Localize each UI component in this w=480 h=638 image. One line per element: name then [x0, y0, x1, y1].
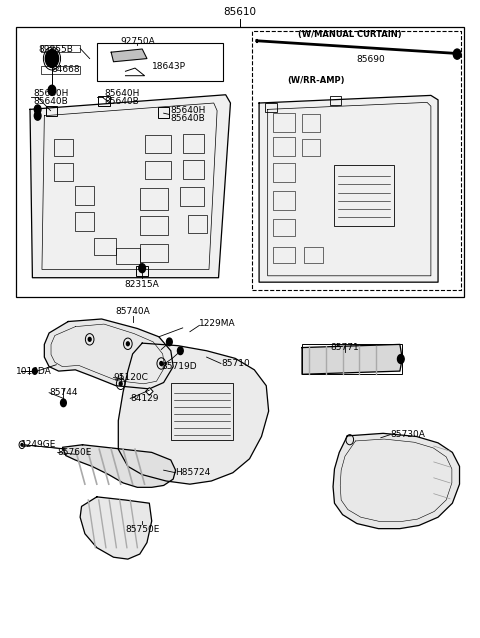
Bar [274, 191, 295, 210]
Text: 85640H: 85640H [104, 89, 139, 98]
Polygon shape [302, 345, 402, 375]
Text: 85640B: 85640B [104, 96, 139, 106]
Bar [144, 161, 171, 179]
Polygon shape [259, 96, 438, 282]
Bar [171, 383, 233, 440]
Polygon shape [118, 343, 269, 484]
Circle shape [453, 49, 461, 59]
Text: 85710: 85710 [221, 359, 250, 368]
Bar [46, 105, 57, 115]
Text: 85771: 85771 [331, 343, 360, 352]
Text: 85750E: 85750E [125, 526, 159, 535]
Text: 82315A: 82315A [125, 279, 159, 288]
Text: 85740A: 85740A [115, 307, 150, 316]
Text: 85640B: 85640B [34, 96, 69, 106]
Text: 85744: 85744 [49, 388, 78, 397]
Circle shape [34, 111, 41, 120]
Bar [54, 138, 73, 156]
Bar [75, 212, 95, 232]
Bar [95, 238, 116, 255]
Circle shape [34, 105, 41, 114]
Bar [144, 135, 171, 152]
Bar [335, 165, 394, 226]
Bar [274, 219, 295, 237]
Text: 18643P: 18643P [152, 63, 186, 71]
Circle shape [48, 85, 56, 96]
Bar [183, 160, 204, 179]
Text: 1249GE: 1249GE [21, 440, 56, 449]
Bar [140, 216, 168, 235]
Circle shape [33, 368, 37, 375]
Circle shape [139, 263, 145, 272]
Bar [97, 43, 223, 81]
Bar [98, 96, 110, 106]
Text: 1014DA: 1014DA [16, 367, 51, 376]
Polygon shape [30, 95, 230, 278]
Text: 85640H: 85640H [171, 106, 206, 115]
Bar [274, 163, 295, 182]
Bar [274, 246, 295, 263]
Bar [140, 244, 168, 262]
Text: 89855B: 89855B [39, 45, 74, 54]
Circle shape [167, 338, 172, 346]
Polygon shape [111, 49, 147, 62]
Bar [265, 103, 277, 112]
Text: 85760E: 85760E [58, 448, 92, 457]
Bar [302, 138, 320, 156]
Bar [188, 216, 206, 234]
Bar [54, 163, 73, 181]
Bar [330, 96, 341, 105]
Bar [75, 186, 95, 205]
Polygon shape [145, 388, 153, 395]
Polygon shape [44, 319, 173, 389]
Bar [140, 188, 168, 210]
Text: 85640B: 85640B [171, 114, 205, 122]
Bar [136, 266, 148, 276]
Circle shape [119, 382, 122, 386]
Bar [41, 45, 80, 52]
Text: 95120C: 95120C [114, 373, 148, 382]
Circle shape [21, 443, 23, 446]
Text: (W/MANUAL CURTAIN): (W/MANUAL CURTAIN) [298, 30, 402, 39]
Circle shape [397, 355, 404, 364]
Text: 1229MA: 1229MA [199, 319, 236, 328]
Bar [274, 112, 295, 131]
Polygon shape [62, 445, 176, 487]
Polygon shape [80, 497, 152, 559]
Text: 92750A: 92750A [120, 37, 155, 46]
Circle shape [88, 338, 91, 341]
Text: 85730A: 85730A [390, 430, 425, 439]
Polygon shape [333, 433, 459, 529]
Bar [158, 107, 169, 117]
Text: 84668: 84668 [51, 65, 80, 74]
Text: 85719D: 85719D [161, 362, 197, 371]
Circle shape [60, 399, 66, 406]
Bar [116, 248, 140, 264]
Text: 85610: 85610 [224, 7, 256, 17]
Text: 84129: 84129 [130, 394, 159, 403]
Circle shape [45, 50, 59, 68]
Bar [183, 133, 204, 152]
Circle shape [126, 342, 129, 346]
Bar [302, 114, 320, 131]
Circle shape [178, 347, 183, 355]
Text: H85724: H85724 [176, 468, 211, 477]
Text: (W/RR-AMP): (W/RR-AMP) [288, 77, 345, 85]
Bar [302, 345, 402, 375]
Text: 85640H: 85640H [34, 89, 69, 98]
Bar [41, 66, 80, 74]
Circle shape [160, 362, 163, 366]
Bar [304, 246, 323, 263]
Bar [180, 187, 204, 206]
Bar [274, 137, 295, 156]
Text: 85690: 85690 [357, 56, 385, 64]
Bar [16, 27, 464, 297]
